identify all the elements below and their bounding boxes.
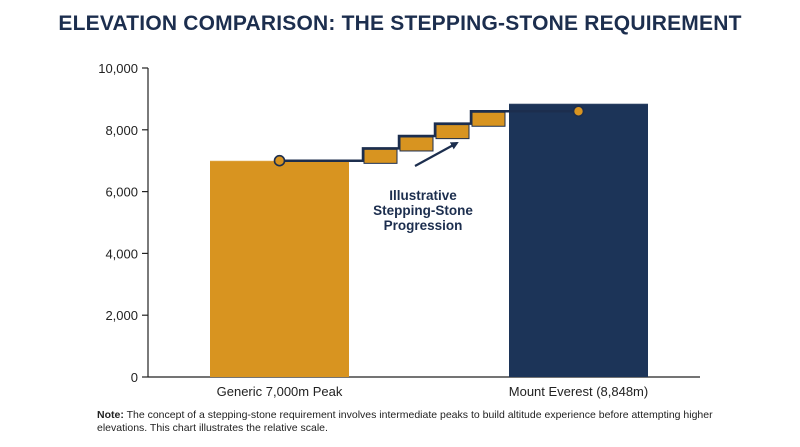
annotation-label-line: Illustrative bbox=[389, 188, 457, 203]
annotation-arrow bbox=[414, 142, 459, 167]
y-tick-label: 0 bbox=[131, 370, 138, 385]
note-text: The concept of a stepping-stone requirem… bbox=[97, 409, 713, 434]
x-tick-label: Mount Everest (8,848m) bbox=[509, 384, 648, 399]
bar bbox=[210, 160, 349, 377]
note-label: Note: bbox=[97, 409, 124, 421]
y-axis: 0 2,000 4,000 6,000 8,000 10,000 bbox=[98, 61, 700, 385]
peak-marker bbox=[572, 105, 585, 118]
annotation-label-line: Stepping-Stone bbox=[373, 203, 473, 218]
peak-marker bbox=[273, 154, 286, 167]
bar bbox=[509, 103, 648, 377]
chart-title: ELEVATION COMPARISON: THE STEPPING-STONE… bbox=[58, 12, 742, 35]
footnote: Note: The concept of a stepping-stone re… bbox=[97, 409, 737, 435]
step-block bbox=[435, 124, 470, 140]
y-tick-label: 2,000 bbox=[105, 308, 138, 323]
x-axis-labels: Generic 7,000m Peak Mount Everest (8,848m… bbox=[217, 384, 649, 399]
step-block bbox=[471, 111, 506, 127]
bars bbox=[210, 103, 648, 377]
y-tick-label: 8,000 bbox=[105, 123, 138, 138]
stepping-stone-steps bbox=[273, 105, 585, 167]
step-block bbox=[399, 136, 434, 152]
y-tick-label: 10,000 bbox=[98, 61, 138, 76]
y-tick-label: 6,000 bbox=[105, 185, 138, 200]
step-connector-line bbox=[279, 110, 579, 162]
y-tick-label: 4,000 bbox=[105, 246, 138, 261]
annotation-label-line: Progression bbox=[384, 218, 463, 233]
x-tick-label: Generic 7,000m Peak bbox=[217, 384, 343, 399]
step-block bbox=[363, 148, 398, 164]
